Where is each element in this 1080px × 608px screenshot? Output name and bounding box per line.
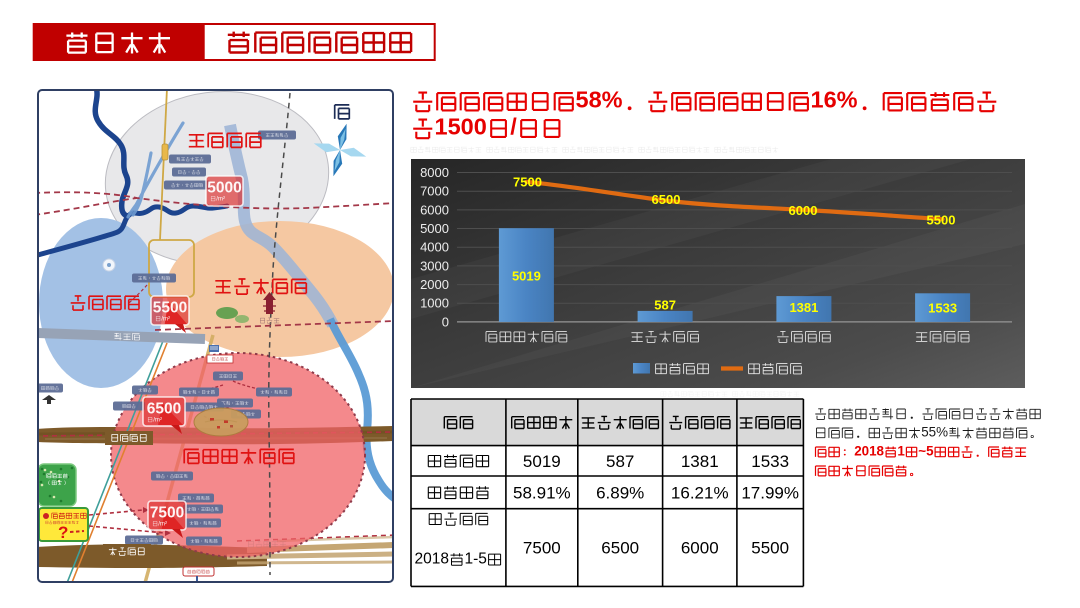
svg-text:587: 587: [654, 298, 676, 313]
svg-text:/m²: /m²: [153, 416, 162, 423]
svg-text:1500: 1500: [435, 114, 487, 140]
svg-text:6500: 6500: [652, 192, 681, 207]
svg-text:6.89%: 6.89%: [596, 483, 644, 502]
svg-text:5500: 5500: [927, 213, 956, 228]
svg-text:1533: 1533: [928, 301, 957, 316]
svg-text:7500: 7500: [150, 505, 184, 522]
svg-text:587: 587: [606, 452, 634, 471]
svg-text:2018: 2018: [854, 443, 884, 458]
svg-text:8000: 8000: [420, 165, 449, 180]
svg-text:6000: 6000: [420, 202, 449, 217]
svg-text:?: ?: [58, 523, 68, 542]
svg-text:6500: 6500: [601, 539, 639, 558]
svg-text:55%: 55%: [921, 424, 948, 439]
svg-text:58%: 58%: [576, 87, 623, 113]
svg-text:7000: 7000: [420, 184, 449, 199]
svg-text:~5: ~5: [918, 443, 934, 458]
svg-text:17.99%: 17.99%: [741, 483, 799, 502]
svg-text:1533: 1533: [751, 452, 789, 471]
svg-text:4000: 4000: [420, 240, 449, 255]
svg-text:5000: 5000: [207, 180, 241, 197]
svg-text:/m²: /m²: [216, 195, 225, 202]
svg-text:1-5: 1-5: [465, 550, 487, 567]
svg-text:6500: 6500: [147, 401, 181, 418]
svg-text:16%: 16%: [811, 87, 858, 113]
svg-text:6000: 6000: [681, 539, 719, 558]
svg-text:5000: 5000: [420, 221, 449, 236]
svg-text:1381: 1381: [681, 452, 719, 471]
svg-text:5019: 5019: [523, 452, 561, 471]
svg-text:3000: 3000: [420, 258, 449, 273]
svg-text:5500: 5500: [751, 539, 789, 558]
svg-text:1381: 1381: [789, 300, 818, 315]
svg-text:1: 1: [897, 443, 905, 458]
svg-text:0: 0: [442, 314, 449, 329]
svg-text:2018: 2018: [415, 550, 449, 567]
svg-text:6000: 6000: [789, 203, 818, 218]
svg-text:5019: 5019: [512, 269, 541, 284]
svg-text:16.21%: 16.21%: [671, 483, 729, 502]
svg-text:5500: 5500: [153, 300, 187, 317]
svg-text:/m²: /m²: [161, 315, 170, 322]
svg-text:7500: 7500: [523, 539, 561, 558]
svg-text:/m²: /m²: [158, 520, 167, 527]
svg-text:58.91%: 58.91%: [513, 483, 571, 502]
svg-text:/: /: [510, 114, 517, 140]
svg-text:1000: 1000: [420, 296, 449, 311]
svg-text:2000: 2000: [420, 277, 449, 292]
svg-text:7500: 7500: [513, 175, 542, 190]
